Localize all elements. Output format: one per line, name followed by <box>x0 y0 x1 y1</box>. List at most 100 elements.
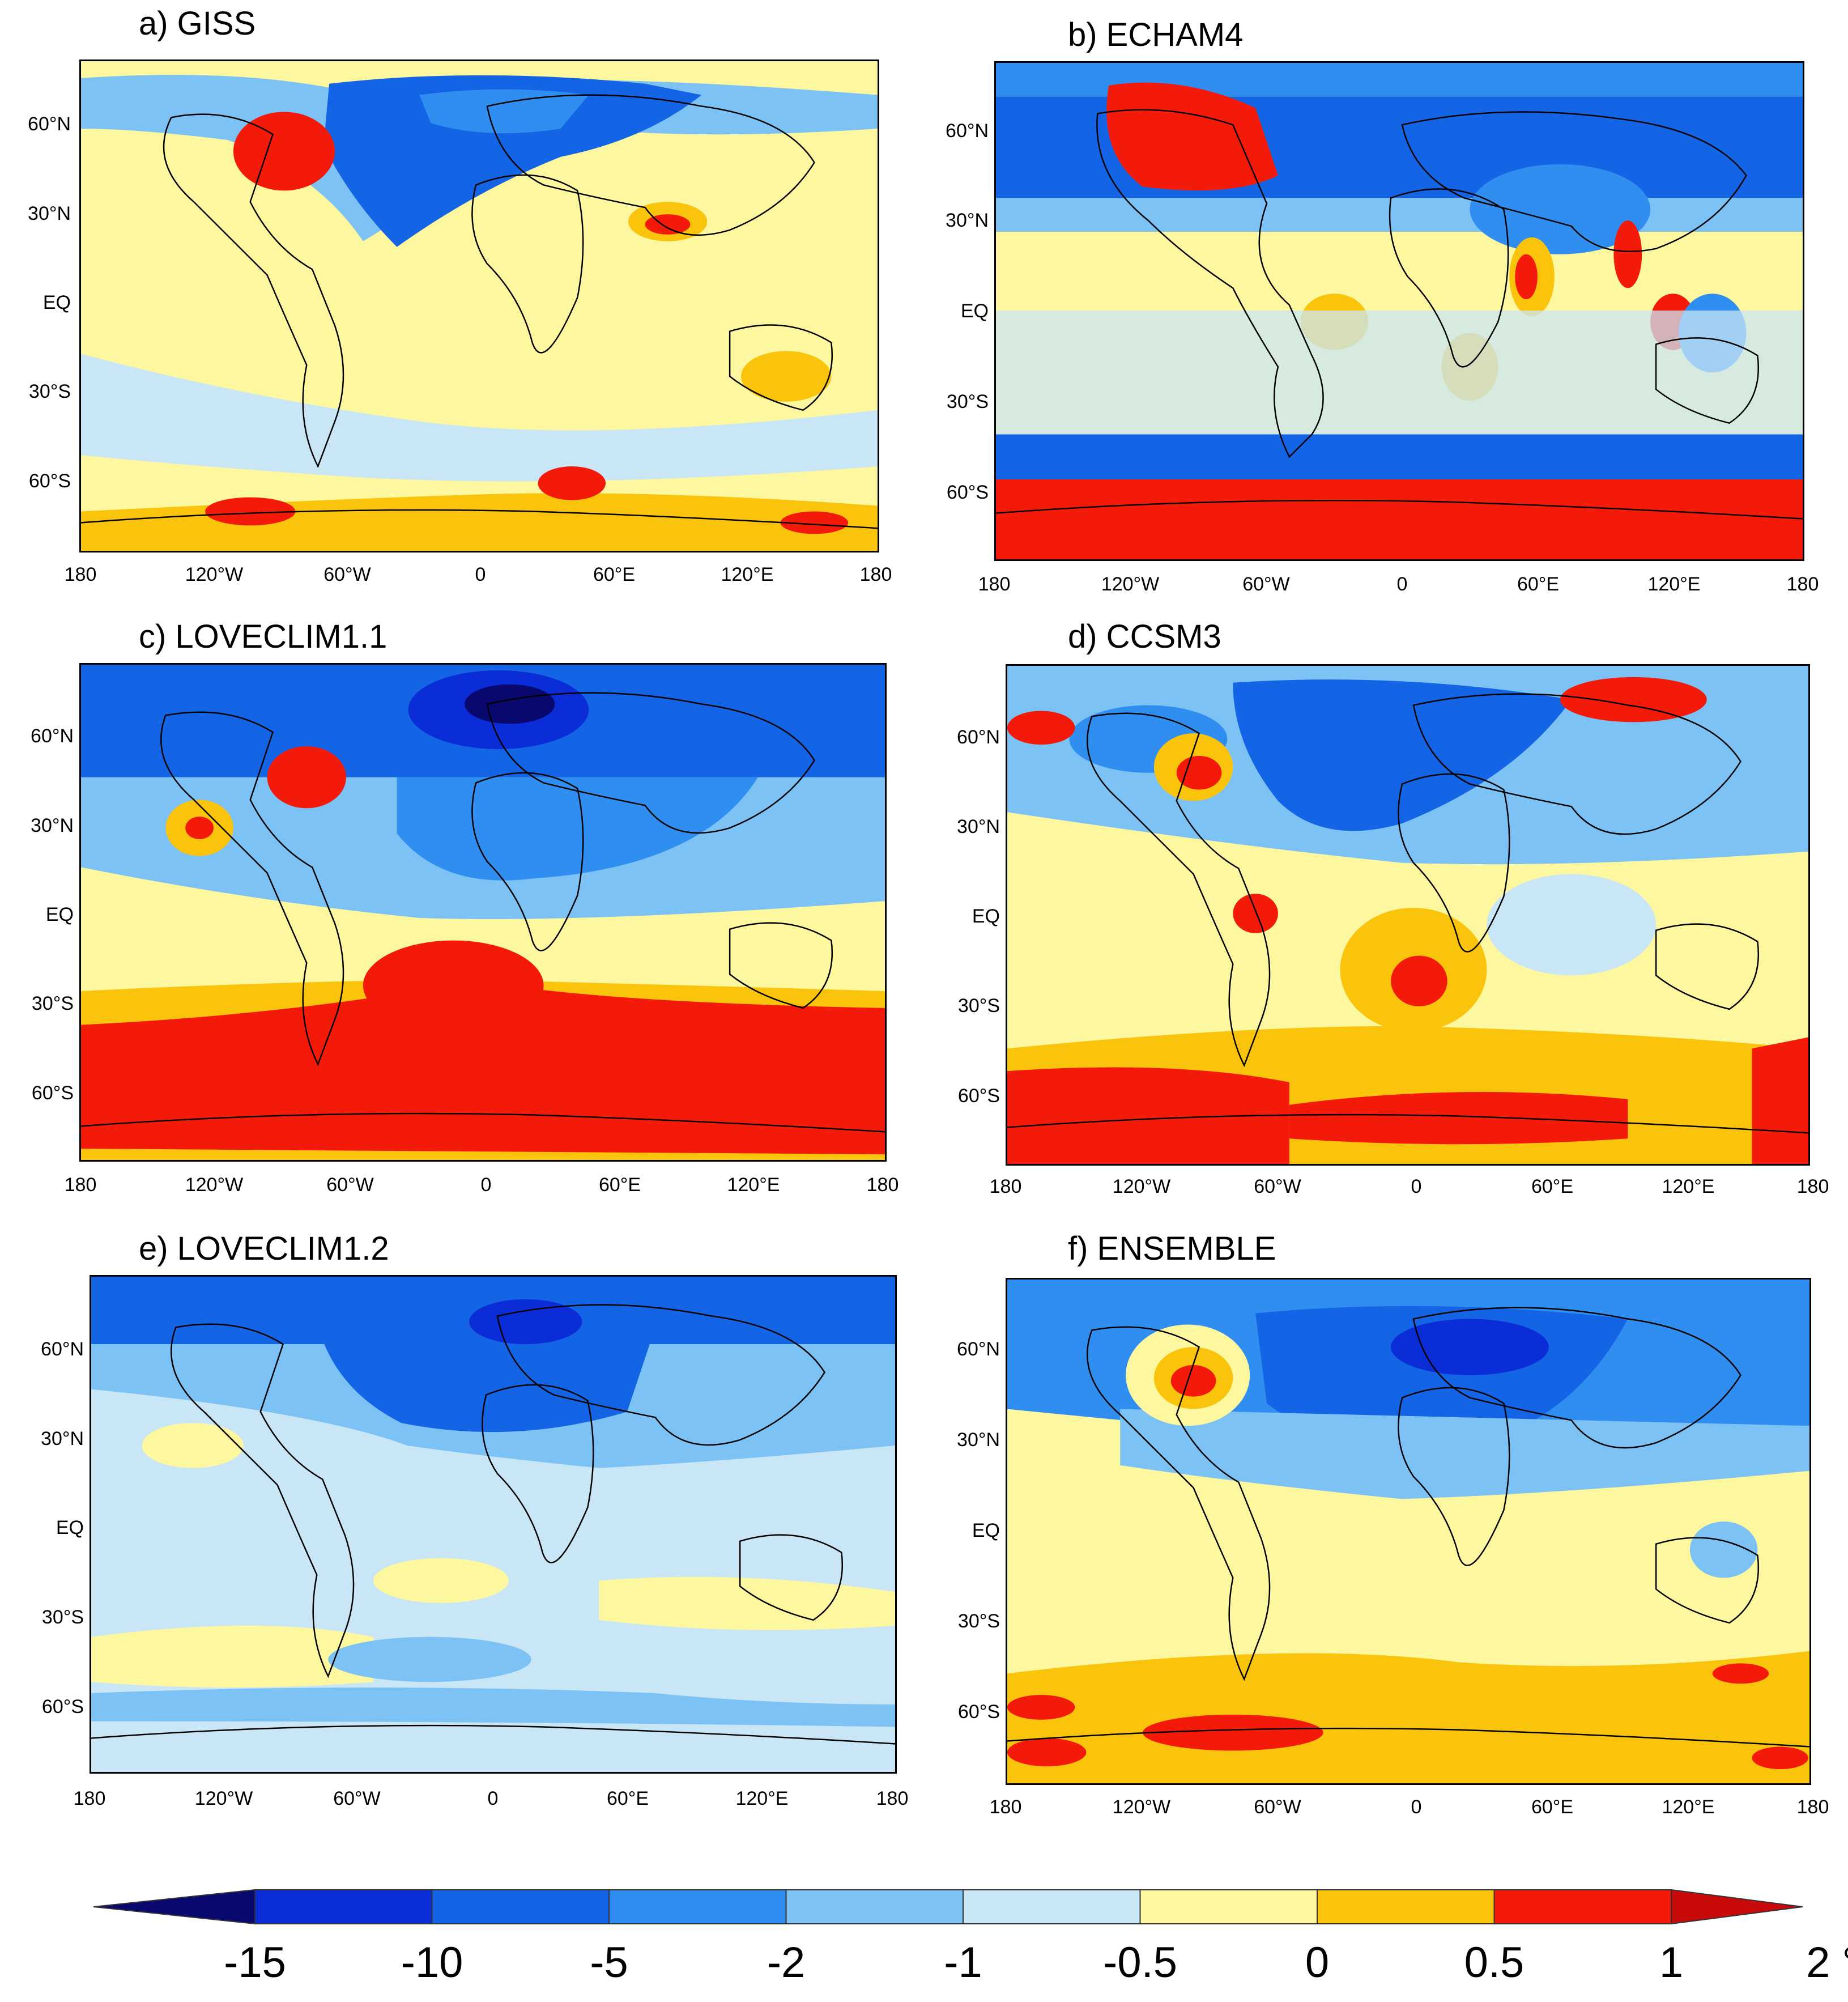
lat-tick: 60°S <box>41 1696 84 1718</box>
colorbar-segment <box>1493 1889 1672 1924</box>
lon-tick: 60°E <box>1517 573 1560 595</box>
lat-tick: 30°N <box>41 1428 84 1450</box>
lon-tick: 60°E <box>1531 1176 1574 1197</box>
lon-tick: 120°E <box>1647 573 1701 595</box>
lon-tick: 0 <box>480 1174 492 1196</box>
lon-tick: 60°W <box>1242 573 1290 595</box>
lon-tick: 60°W <box>333 1788 381 1809</box>
lat-tick: EQ <box>45 904 74 925</box>
temperature-anomaly-map <box>81 61 878 551</box>
lat-tick: EQ <box>960 300 989 322</box>
panel-title: d) CCSM3 <box>1068 618 1221 655</box>
colorbar-arrow-high <box>1671 1889 1803 1925</box>
lat-tick: 60°N <box>41 1338 84 1360</box>
lon-tick: 60°E <box>598 1174 641 1196</box>
lon-tick: 180 <box>1796 1176 1829 1197</box>
temperature-anomaly-map <box>91 1277 895 1772</box>
lon-tick: 180 <box>64 564 97 585</box>
map-ccsm3 <box>1006 664 1810 1166</box>
lon-tick: 180 <box>1796 1796 1829 1818</box>
temperature-anomaly-map <box>1007 666 1808 1164</box>
lat-tick: EQ <box>42 292 71 313</box>
lon-tick: 60°E <box>593 564 636 585</box>
colorbar-tick-label: -2 <box>767 1939 806 1987</box>
lat-tick: 60°N <box>28 113 71 135</box>
lat-tick: 30°S <box>957 1610 1000 1632</box>
colorbar: -15 -10 -5 -2 -1 -0.5 0 0.5 1 2 °C <box>0 1870 1848 2002</box>
lon-tick: 60°E <box>1531 1796 1574 1818</box>
lon-tick: 180 <box>989 1176 1022 1197</box>
lon-tick: 60°W <box>1254 1796 1301 1818</box>
lat-tick: 30°S <box>946 391 989 413</box>
colorbar-segment <box>1139 1889 1318 1924</box>
lon-tick: 180 <box>64 1174 97 1196</box>
lon-tick: 120°W <box>194 1788 253 1809</box>
lat-tick: 30°N <box>957 816 1000 838</box>
lat-tick: 60°N <box>946 120 989 142</box>
panel-title: b) ECHAM4 <box>1068 16 1244 53</box>
lon-tick: 120°W <box>1112 1796 1171 1818</box>
temperature-anomaly-map <box>1007 1280 1809 1783</box>
lon-tick: 120°E <box>727 1174 780 1196</box>
temperature-anomaly-map <box>81 665 885 1160</box>
lat-tick: 30°S <box>28 381 71 402</box>
panel-title: e) LOVECLIM1.2 <box>139 1230 389 1267</box>
lat-tick: 60°S <box>946 482 989 503</box>
colorbar-tick-label: 0.5 <box>1464 1939 1525 1987</box>
lat-tick: 60°S <box>957 1085 1000 1107</box>
lon-tick: 60°E <box>606 1788 649 1809</box>
colorbar-segment <box>1317 1889 1495 1924</box>
map-ensemble <box>1006 1278 1811 1785</box>
lat-tick: 30°S <box>957 995 1000 1017</box>
lat-tick: 30°N <box>28 203 71 224</box>
map-giss <box>79 59 879 552</box>
lat-tick: 60°N <box>31 725 74 747</box>
lat-tick: EQ <box>972 1520 1000 1541</box>
lon-tick: 120°W <box>1101 573 1160 595</box>
lon-tick: 120°E <box>1662 1796 1715 1818</box>
lon-tick: 180 <box>989 1796 1022 1818</box>
lon-tick: 120°E <box>721 564 774 585</box>
temperature-anomaly-map <box>996 63 1803 559</box>
lon-tick: 0 <box>487 1788 499 1809</box>
colorbar-segment <box>431 1889 610 1924</box>
lon-tick: 180 <box>1786 573 1819 595</box>
lat-tick: 60°S <box>31 1082 74 1104</box>
lat-tick: 30°N <box>957 1429 1000 1451</box>
colorbar-tick-label: 2 °C <box>1806 1939 1848 1987</box>
lat-tick: 60°S <box>28 470 71 492</box>
lon-tick: 120°E <box>735 1788 789 1809</box>
map-echam4 <box>994 61 1804 561</box>
colorbar-segment <box>254 1889 433 1924</box>
panel-title: f) ENSEMBLE <box>1068 1230 1276 1267</box>
map-loveclim12 <box>90 1275 897 1774</box>
panel-title: a) GISS <box>139 5 256 42</box>
lon-tick: 0 <box>1411 1796 1422 1818</box>
lon-tick: 180 <box>876 1788 909 1809</box>
lon-tick: 120°E <box>1662 1176 1715 1197</box>
lon-tick: 0 <box>1411 1176 1422 1197</box>
colorbar-segment <box>963 1889 1141 1924</box>
lon-tick: 60°W <box>323 564 371 585</box>
lat-tick: 30°N <box>946 210 989 231</box>
panel-title: c) LOVECLIM1.1 <box>139 618 388 655</box>
lat-tick: 60°N <box>957 726 1000 748</box>
lon-tick: 120°W <box>185 1174 244 1196</box>
lon-tick: 180 <box>978 573 1011 595</box>
colorbar-tick-label: 1 <box>1659 1939 1684 1987</box>
colorbar-tick-label: -5 <box>590 1939 628 1987</box>
lon-tick: 60°W <box>1254 1176 1301 1197</box>
colorbar-segment <box>785 1889 964 1924</box>
lon-tick: 60°W <box>326 1174 374 1196</box>
lat-tick: EQ <box>56 1517 84 1538</box>
lon-tick: 180 <box>859 564 892 585</box>
lat-tick: 60°S <box>957 1701 1000 1723</box>
colorbar-arrow-low <box>93 1889 256 1925</box>
lat-tick: 60°N <box>957 1338 1000 1360</box>
lon-tick: 120°W <box>1112 1176 1171 1197</box>
colorbar-tick-label: -1 <box>944 1939 982 1987</box>
lat-tick: EQ <box>972 906 1000 927</box>
map-loveclim11 <box>79 663 887 1162</box>
lat-tick: 30°N <box>31 815 74 836</box>
lon-tick: 0 <box>475 564 486 585</box>
